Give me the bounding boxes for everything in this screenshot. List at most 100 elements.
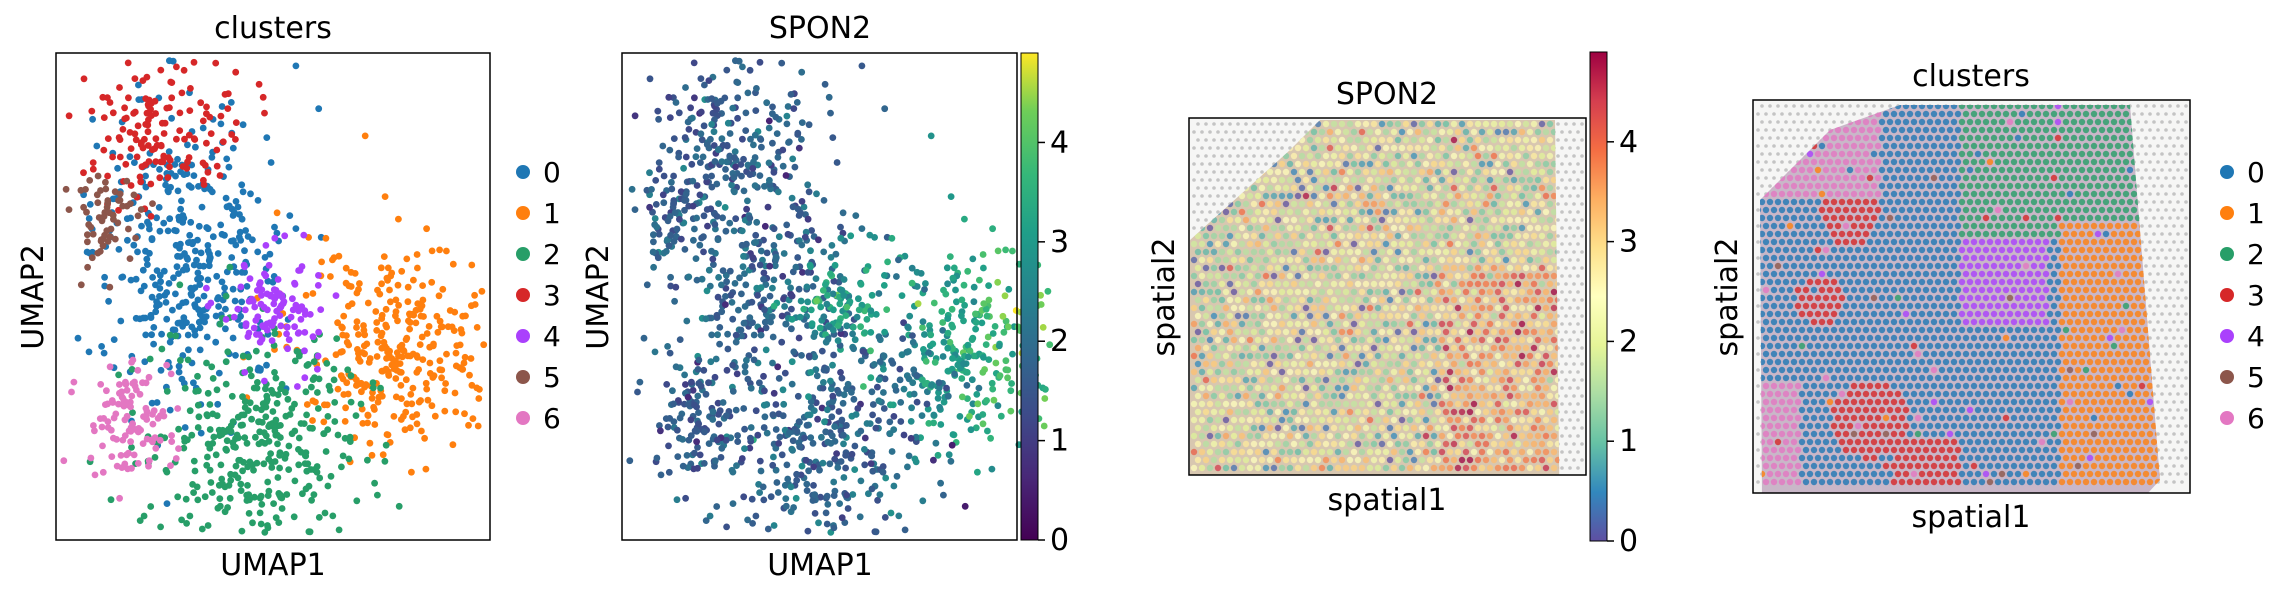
data-point xyxy=(263,290,271,298)
data-point xyxy=(659,142,667,150)
data-point xyxy=(356,280,363,287)
data-point xyxy=(122,160,130,168)
data-point xyxy=(866,420,874,427)
background-spot xyxy=(1568,370,1572,374)
data-point xyxy=(274,391,282,399)
background-spot xyxy=(1556,218,1560,222)
data-point xyxy=(373,353,381,360)
data-point xyxy=(183,254,191,261)
data-point xyxy=(315,272,322,279)
data-point xyxy=(158,119,166,127)
data-point xyxy=(209,440,217,447)
data-point xyxy=(147,311,155,319)
data-point xyxy=(711,457,719,465)
data-point xyxy=(766,292,774,300)
data-point xyxy=(823,492,831,500)
data-point xyxy=(730,227,738,235)
data-point xyxy=(673,225,681,233)
background-spot xyxy=(1256,162,1260,166)
data-point xyxy=(308,496,315,504)
background-spot xyxy=(1260,122,1264,126)
background-spot xyxy=(1572,154,1576,158)
data-point xyxy=(238,215,246,223)
background-spot xyxy=(1576,386,1580,390)
data-point xyxy=(994,278,1002,286)
data-point xyxy=(830,306,837,314)
data-point xyxy=(115,134,123,141)
background-spot xyxy=(1576,370,1580,374)
data-point xyxy=(927,132,935,140)
background-spot xyxy=(1568,354,1572,358)
background-spot xyxy=(1560,338,1564,342)
background-spot xyxy=(1264,130,1268,134)
data-point xyxy=(761,306,768,314)
data-point xyxy=(688,378,695,386)
data-point xyxy=(232,136,239,143)
data-point xyxy=(165,188,172,196)
background-spot xyxy=(1212,186,1216,190)
data-point xyxy=(700,366,708,374)
data-point xyxy=(315,105,323,113)
background-spot xyxy=(1220,138,1224,142)
data-point xyxy=(442,380,449,387)
data-point xyxy=(719,399,727,406)
data-point xyxy=(869,411,876,419)
data-point xyxy=(233,269,240,276)
data-point xyxy=(268,322,276,329)
background-spot xyxy=(1580,378,1584,382)
data-point xyxy=(631,206,639,214)
data-point xyxy=(753,218,761,226)
data-point xyxy=(383,345,390,352)
data-point xyxy=(140,282,148,290)
data-point xyxy=(435,292,443,300)
data-point xyxy=(989,225,996,233)
background-spot xyxy=(1568,418,1572,422)
data-point xyxy=(127,182,135,189)
data-point xyxy=(139,379,146,387)
data-point xyxy=(214,295,221,303)
background-spot xyxy=(1208,194,1212,198)
data-point xyxy=(137,178,145,186)
data-point xyxy=(93,191,101,199)
data-point xyxy=(722,301,729,308)
data-point xyxy=(735,306,742,314)
data-point xyxy=(221,284,229,292)
data-point xyxy=(655,165,663,173)
data-point xyxy=(721,204,729,211)
data-point xyxy=(123,386,131,394)
data-point xyxy=(314,352,322,360)
data-point xyxy=(343,379,351,387)
data-point xyxy=(938,308,946,315)
background-spot xyxy=(1576,210,1580,214)
data-point xyxy=(888,448,896,455)
data-point xyxy=(930,299,938,307)
data-point xyxy=(734,114,741,122)
background-spot xyxy=(1560,306,1564,310)
data-point xyxy=(746,66,754,74)
data-point xyxy=(321,509,329,517)
data-point xyxy=(907,434,915,442)
data-point xyxy=(329,256,336,264)
data-point xyxy=(765,159,773,167)
data-point xyxy=(174,493,182,501)
data-point xyxy=(153,267,161,274)
data-point xyxy=(208,363,216,371)
data-point xyxy=(660,199,668,207)
data-point xyxy=(222,380,230,388)
data-point xyxy=(713,503,721,510)
data-point xyxy=(881,328,888,336)
data-point xyxy=(135,428,142,436)
data-point xyxy=(708,121,716,128)
background-spot xyxy=(1192,194,1196,198)
data-point xyxy=(296,267,304,274)
background-spot xyxy=(1560,418,1564,422)
data-point xyxy=(716,340,723,348)
data-point xyxy=(811,491,819,498)
data-point xyxy=(966,347,974,355)
data-point xyxy=(392,375,400,382)
data-point xyxy=(158,345,166,353)
data-point xyxy=(794,254,802,261)
data-point xyxy=(304,361,312,368)
data-point xyxy=(197,249,205,257)
data-point xyxy=(398,267,406,275)
